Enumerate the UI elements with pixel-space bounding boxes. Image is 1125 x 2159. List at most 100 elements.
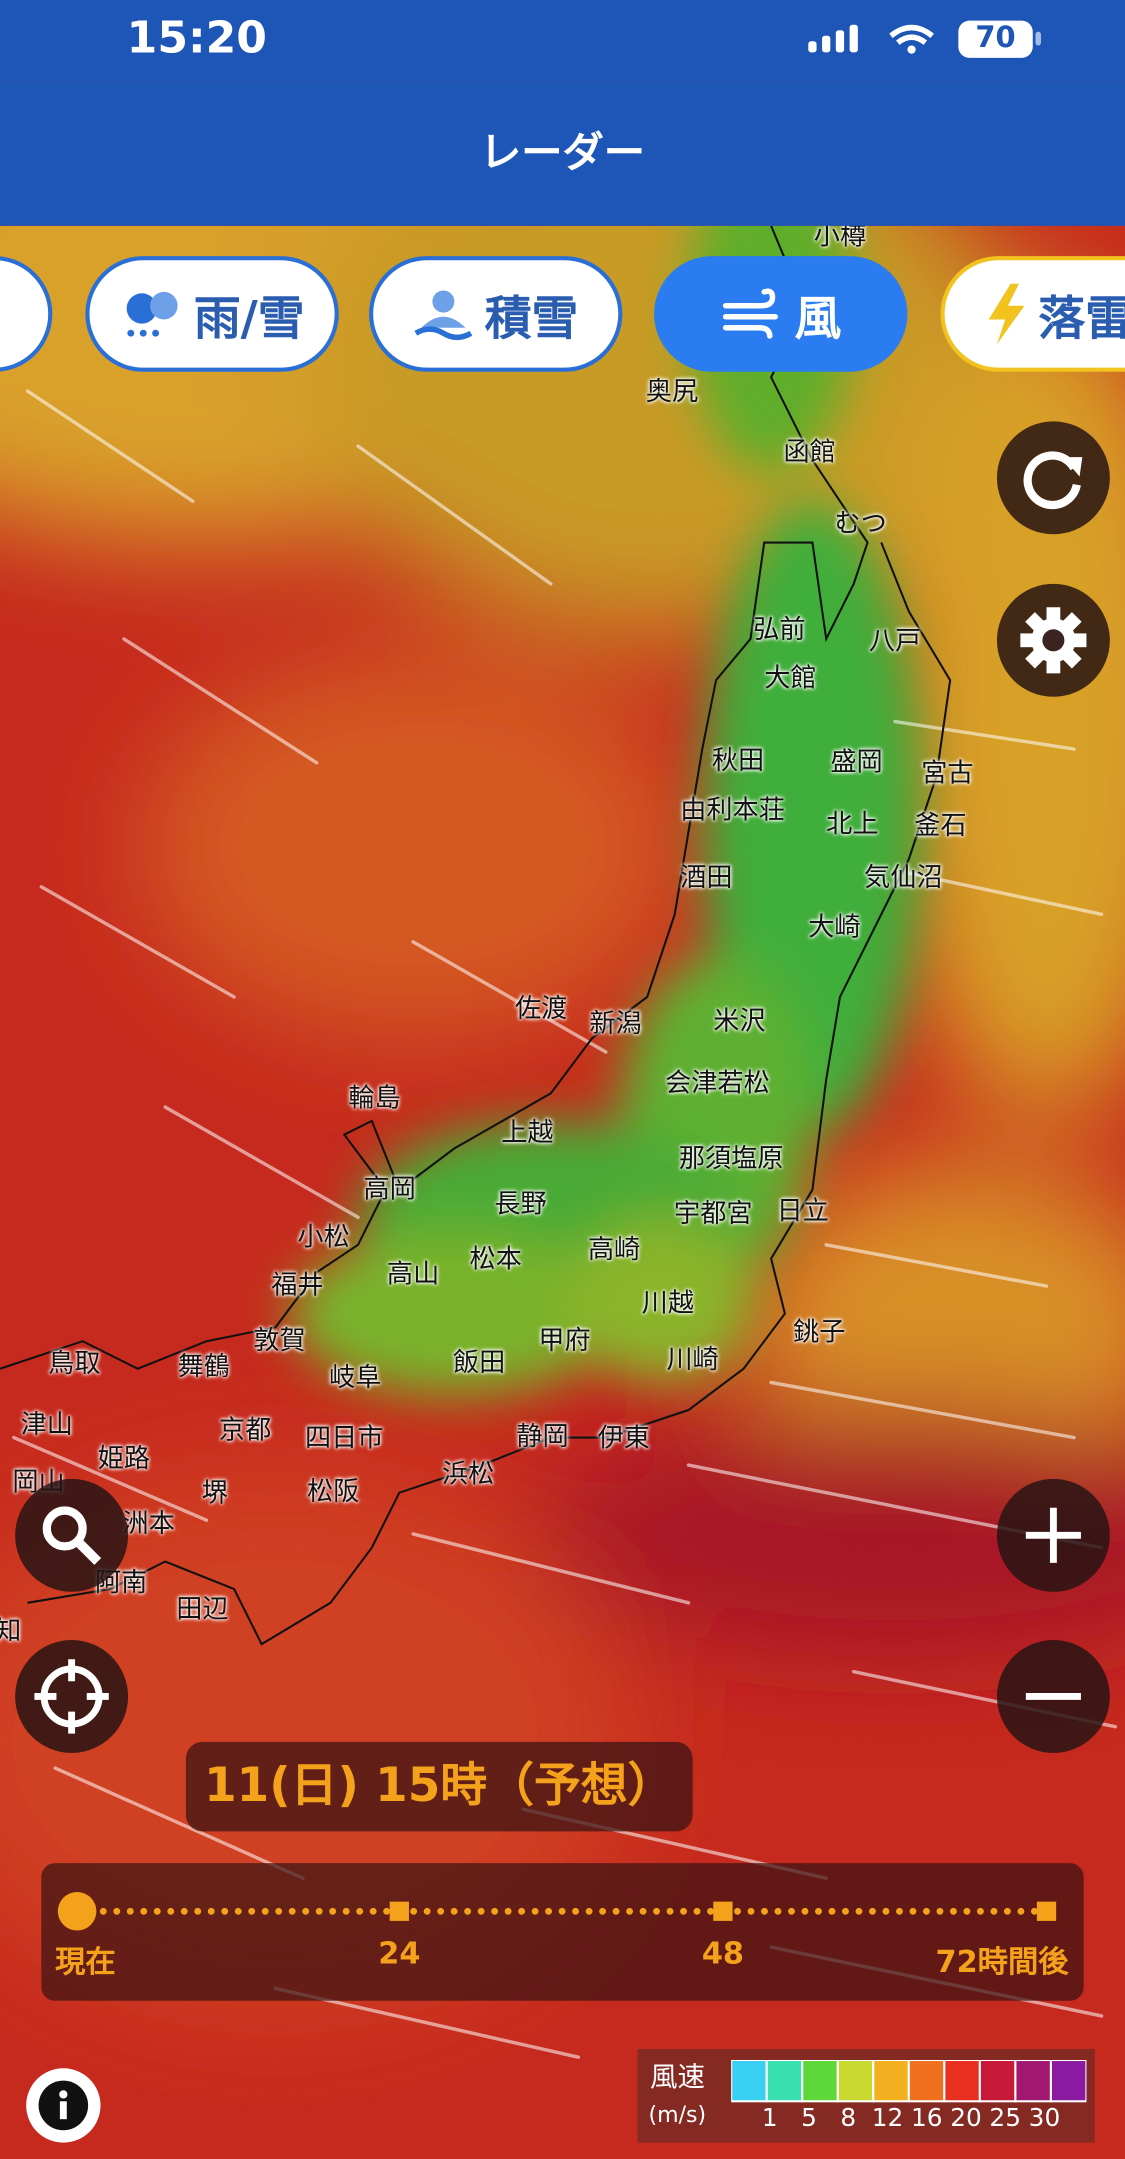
legend-value: 1: [761, 2104, 778, 2133]
slider-dot: [990, 1907, 998, 1915]
slider-dot: [922, 1907, 930, 1915]
city-label: 松本: [469, 1244, 522, 1275]
slider-dot: [882, 1907, 890, 1915]
slider-dot: [693, 1907, 701, 1915]
slider-dot: [57, 1891, 97, 1931]
city-label: 奥尻: [645, 376, 699, 407]
city-label: 会津若松: [665, 1067, 770, 1099]
slider-dot: [707, 1907, 714, 1915]
city-label: 静岡: [516, 1421, 569, 1453]
city-label: 舞鶴: [177, 1351, 230, 1382]
info-button[interactable]: [26, 2068, 101, 2143]
tab-label: 風: [794, 291, 842, 347]
slider-dot: [234, 1907, 242, 1915]
slider-dot: [909, 1907, 917, 1915]
city-label: 堺: [201, 1478, 228, 1509]
time-slider[interactable]: [41, 1863, 1084, 2001]
slider-dot: [288, 1907, 296, 1915]
lightning-icon: [988, 283, 1025, 345]
legend-value: 20: [950, 2104, 982, 2133]
slider-dot: [302, 1907, 310, 1915]
city-label: 高崎: [587, 1234, 641, 1265]
slider-dot: [936, 1907, 944, 1915]
city-label: 気仙沼: [864, 862, 943, 893]
slider-dot: [221, 1907, 229, 1915]
city-label: 津山: [20, 1409, 73, 1440]
header: レーダー: [0, 82, 1125, 226]
city-label: むつ: [834, 508, 887, 540]
slider-label: 24: [378, 1937, 421, 1972]
slider-dot: [180, 1907, 188, 1915]
slider-dot: [774, 1907, 782, 1915]
city-label: 敦賀: [253, 1325, 306, 1356]
header-title: レーダー: [479, 129, 646, 178]
slider-dot: [342, 1907, 350, 1915]
settings-button[interactable]: [996, 583, 1110, 697]
tab-lightning[interactable]: 落雷: [940, 256, 1125, 372]
slider-dot: [383, 1907, 391, 1915]
slider-dot: [680, 1907, 687, 1915]
slider-dot: [828, 1907, 836, 1915]
refresh-button[interactable]: [996, 421, 1110, 535]
city-label: 佐渡: [514, 993, 568, 1024]
city-label: 釜石: [914, 810, 967, 841]
slider-dot: [1017, 1907, 1025, 1915]
slider-dot: [815, 1907, 822, 1915]
slider-dot: [464, 1907, 472, 1915]
city-label: 函館: [783, 437, 836, 468]
search-button[interactable]: [15, 1478, 129, 1592]
city-label: 鳥取: [48, 1348, 101, 1380]
status-icons: [808, 20, 1042, 58]
city-label: 姫路: [97, 1443, 151, 1475]
slider-dot: [329, 1907, 337, 1915]
slider-dot: [558, 1907, 566, 1915]
locate-button[interactable]: [15, 1639, 129, 1753]
slider-dot: [315, 1907, 323, 1915]
slider-dot: [896, 1907, 903, 1915]
slider-dot: [369, 1907, 377, 1915]
slider-dot: [248, 1907, 256, 1915]
slider-dot: [126, 1907, 134, 1915]
legend-value: 16: [910, 2104, 943, 2133]
legend-value: 25: [989, 2104, 1021, 2133]
slider-dot: [713, 1901, 733, 1921]
slider-dot: [653, 1907, 660, 1915]
tab-snow[interactable]: 積雪: [369, 256, 623, 372]
slider-dot: [207, 1907, 215, 1915]
legend-title: 風速: [649, 2059, 706, 2094]
city-label: 田辺: [176, 1593, 229, 1625]
slider-dot: [949, 1907, 957, 1915]
tab-rain[interactable]: 雨/雪: [85, 256, 339, 372]
tab-label: 雨/雪: [193, 291, 305, 347]
slider-dot: [99, 1907, 107, 1915]
legend-unit: (m/s): [648, 2101, 707, 2128]
slider-label: 72時間後: [935, 1945, 1069, 1981]
tab-wind[interactable]: 風: [654, 256, 908, 372]
legend: 風速 (m/s) 1 5 8 12 16 20 25 30: [637, 2048, 1095, 2143]
slider-dot: [167, 1907, 175, 1915]
slider-dot: [410, 1907, 418, 1915]
slider-dot: [194, 1907, 202, 1915]
city-label: 大館: [764, 663, 817, 694]
status-bar: 15:20 70: [0, 0, 1125, 83]
rain-icon: [126, 291, 178, 337]
city-label: 八戸: [868, 625, 922, 657]
city-label: 四日市: [304, 1423, 384, 1454]
slider-dot: [356, 1907, 364, 1915]
slider-dot: [788, 1907, 795, 1915]
zoom-in-button[interactable]: [996, 1478, 1110, 1592]
slider-dot: [275, 1907, 283, 1915]
time-label: 11(日) 15時（予想）: [185, 1741, 693, 1832]
slider-dot: [450, 1907, 458, 1915]
city-label: 福井: [271, 1270, 324, 1301]
snow-icon: [414, 290, 473, 341]
city-label: 北上: [826, 808, 879, 840]
zoom-out-button[interactable]: [996, 1639, 1110, 1753]
city-label: 小樽: [813, 221, 867, 252]
city-label: 伊東: [597, 1423, 650, 1454]
slider-dot: [504, 1907, 512, 1915]
battery-level: 70: [975, 20, 1016, 54]
slider-dot: [599, 1907, 607, 1915]
legend-value: 8: [840, 2104, 857, 2133]
legend-value: 30: [1028, 2104, 1061, 2133]
